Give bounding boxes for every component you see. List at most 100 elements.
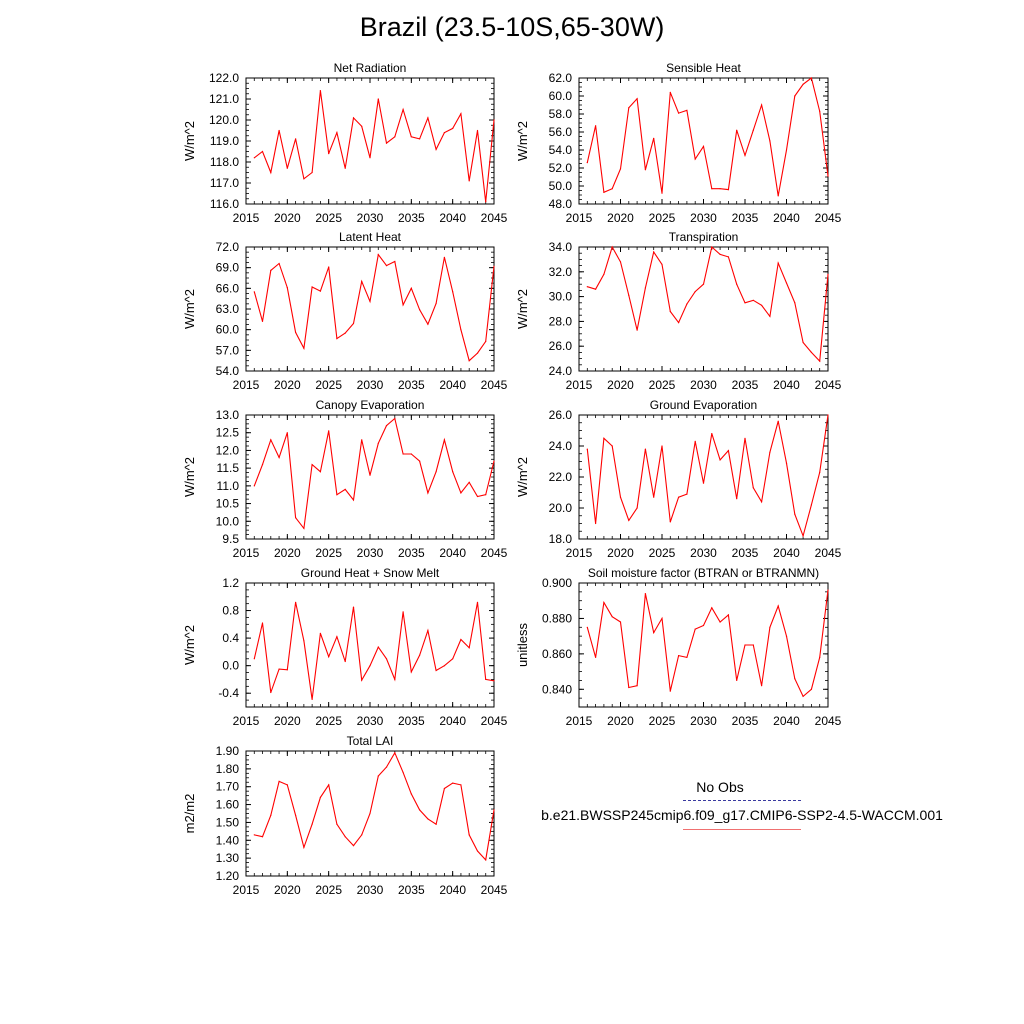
data-point	[669, 91, 671, 93]
y-axis-label: W/m^2	[182, 457, 197, 497]
x-tick-label: 2035	[732, 546, 759, 560]
data-point	[402, 611, 404, 613]
y-axis-label: m2/m2	[182, 794, 197, 834]
x-tick-label: 2025	[649, 546, 676, 560]
data-point	[769, 315, 771, 317]
data-point	[794, 513, 796, 515]
data-point	[669, 521, 671, 523]
data-point	[636, 685, 638, 687]
x-tick-label: 2035	[732, 378, 759, 392]
x-tick-label: 2015	[233, 546, 260, 560]
data-point	[694, 291, 696, 293]
y-tick-label: 60.0	[216, 323, 240, 337]
x-tick-label: 2040	[439, 546, 466, 560]
data-point	[295, 517, 297, 519]
panel-9: 1.20 1.30 1.40 1.50 1.60 1.70 1.80 1.90 2015 2020…	[182, 734, 508, 897]
data-point	[711, 188, 713, 190]
data-point	[295, 814, 297, 816]
data-point	[761, 104, 763, 106]
data-point	[344, 488, 346, 490]
y-tick-label: 58.0	[549, 107, 573, 121]
x-tick-label: 2025	[315, 378, 342, 392]
data-point	[385, 766, 388, 768]
data-point	[261, 622, 264, 624]
data-point	[785, 635, 788, 637]
data-point	[802, 535, 804, 537]
data-point	[727, 450, 730, 452]
y-tick-label: 12.5	[216, 426, 240, 440]
data-point	[485, 340, 487, 342]
data-point	[319, 290, 321, 292]
series-line	[586, 590, 829, 698]
data-point	[819, 656, 821, 659]
y-tick-label: 1.90	[216, 744, 240, 758]
data-point	[752, 129, 754, 131]
data-point	[769, 451, 771, 453]
data-point	[586, 162, 588, 164]
x-tick-label: 2045	[481, 883, 508, 897]
y-tick-label: 62.0	[549, 71, 573, 85]
data-point	[286, 287, 288, 289]
data-point	[476, 352, 479, 354]
data-point	[419, 460, 421, 462]
y-tick-label: 11.5	[217, 461, 240, 475]
data-point	[303, 846, 305, 849]
x-tick-label: 2045	[481, 546, 508, 560]
data-point	[435, 823, 437, 825]
data-point	[435, 669, 437, 672]
data-point	[361, 125, 363, 127]
data-point	[253, 157, 255, 159]
panel-title: Canopy Evaporation	[316, 398, 425, 412]
legend-obs-line	[683, 800, 801, 801]
y-tick-label: 54.0	[549, 143, 573, 157]
data-point	[270, 171, 272, 174]
x-tick-label: 2015	[566, 211, 593, 225]
data-point	[628, 294, 630, 296]
y-tick-label: 11.0	[217, 479, 240, 493]
data-point	[410, 793, 412, 795]
y-tick-label: 28.0	[549, 314, 573, 328]
data-point	[719, 188, 721, 190]
y-axis-label: W/m^2	[182, 625, 197, 665]
data-point	[603, 437, 605, 439]
data-point	[303, 527, 305, 530]
data-point	[476, 129, 479, 132]
data-point	[452, 127, 454, 129]
data-point	[595, 288, 597, 290]
data-point	[802, 341, 804, 344]
x-tick-label: 2040	[439, 714, 466, 728]
data-point	[794, 678, 796, 680]
data-point	[443, 787, 445, 790]
data-point	[311, 171, 313, 174]
data-point	[270, 691, 272, 694]
y-tick-label: 24.0	[549, 364, 573, 378]
data-point	[485, 201, 487, 203]
x-tick-label: 2035	[732, 211, 759, 225]
x-tick-label: 2020	[607, 378, 634, 392]
data-point	[435, 302, 437, 305]
panel-title: Ground Evaporation	[650, 398, 757, 412]
plot-frame	[578, 414, 829, 540]
data-point	[476, 601, 479, 603]
data-point	[328, 266, 330, 268]
panel-5: 9.5 10.0 10.5 11.0 11.5 12.0 12.5 13.0 2015 2020 2…	[182, 398, 508, 560]
y-axis-label: W/m^2	[182, 121, 197, 161]
x-tick-label: 2045	[815, 378, 842, 392]
data-point	[719, 253, 721, 255]
x-tick-label: 2015	[566, 546, 593, 560]
panel-title: Latent Heat	[339, 230, 402, 244]
data-point	[485, 678, 487, 681]
y-tick-label: 0.840	[542, 682, 572, 696]
data-point	[443, 439, 445, 441]
data-point	[311, 823, 313, 825]
data-point	[476, 850, 479, 852]
data-point	[303, 640, 305, 642]
x-tick-label: 2020	[274, 378, 301, 392]
data-point	[644, 448, 647, 450]
y-tick-label: 26.0	[549, 339, 573, 353]
y-tick-label: 1.30	[216, 851, 240, 865]
data-point	[644, 593, 647, 595]
data-point	[361, 439, 363, 441]
x-tick-label: 2045	[481, 378, 508, 392]
y-tick-label: 1.2	[222, 576, 239, 590]
